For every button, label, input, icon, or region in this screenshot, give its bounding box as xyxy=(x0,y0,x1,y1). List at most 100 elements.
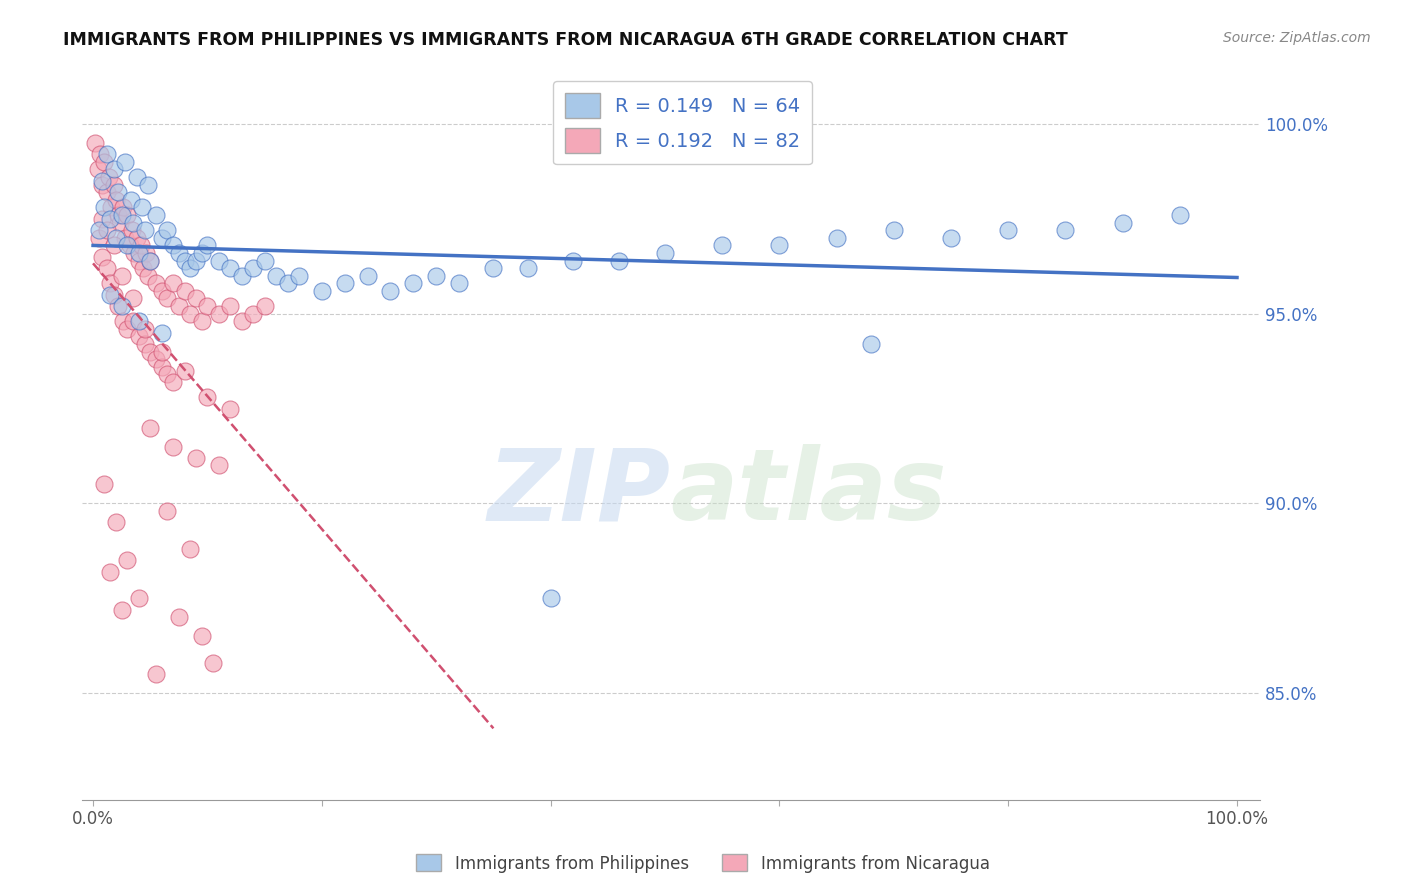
Point xyxy=(156,223,179,237)
Point xyxy=(150,326,173,340)
Point xyxy=(111,603,134,617)
Point xyxy=(184,292,207,306)
Point xyxy=(711,238,734,252)
Point xyxy=(139,420,162,434)
Point xyxy=(117,553,139,567)
Point xyxy=(96,185,118,199)
Point xyxy=(425,268,447,283)
Point xyxy=(197,238,219,252)
Point xyxy=(202,656,225,670)
Point xyxy=(173,284,195,298)
Point xyxy=(122,216,145,230)
Point xyxy=(150,344,173,359)
Point xyxy=(117,322,139,336)
Point xyxy=(93,200,115,214)
Point xyxy=(208,307,231,321)
Point xyxy=(122,314,145,328)
Point xyxy=(219,261,242,276)
Point xyxy=(135,246,157,260)
Point xyxy=(114,154,136,169)
Point xyxy=(449,277,471,291)
Point xyxy=(167,246,190,260)
Point xyxy=(402,277,425,291)
Point xyxy=(145,352,167,367)
Point xyxy=(103,178,125,192)
Point xyxy=(150,284,173,298)
Point xyxy=(89,147,111,161)
Point xyxy=(128,314,150,328)
Point xyxy=(98,277,121,291)
Text: atlas: atlas xyxy=(671,444,948,541)
Point xyxy=(242,307,264,321)
Point xyxy=(125,169,148,184)
Point xyxy=(120,193,142,207)
Point xyxy=(242,261,264,276)
Point xyxy=(128,329,150,343)
Point xyxy=(264,268,287,283)
Point xyxy=(132,261,155,276)
Point xyxy=(134,322,156,336)
Point xyxy=(121,223,143,237)
Point xyxy=(98,169,121,184)
Point xyxy=(104,193,127,207)
Point xyxy=(87,231,110,245)
Point xyxy=(98,565,121,579)
Legend: Immigrants from Philippines, Immigrants from Nicaragua: Immigrants from Philippines, Immigrants … xyxy=(409,847,997,880)
Point xyxy=(103,162,125,177)
Point xyxy=(131,200,153,214)
Point xyxy=(93,154,115,169)
Point xyxy=(231,268,253,283)
Text: Source: ZipAtlas.com: Source: ZipAtlas.com xyxy=(1223,31,1371,45)
Point xyxy=(288,268,311,283)
Point xyxy=(208,458,231,473)
Point xyxy=(111,200,134,214)
Point xyxy=(86,162,108,177)
Point xyxy=(607,253,630,268)
Point xyxy=(107,185,129,199)
Point xyxy=(111,208,134,222)
Point xyxy=(128,253,150,268)
Point xyxy=(139,253,162,268)
Point xyxy=(104,516,127,530)
Point xyxy=(482,261,505,276)
Point xyxy=(167,299,190,313)
Point xyxy=(104,231,127,245)
Point xyxy=(231,314,253,328)
Point xyxy=(111,268,134,283)
Point xyxy=(276,277,298,291)
Point xyxy=(107,299,129,313)
Point xyxy=(333,277,356,291)
Point xyxy=(173,253,195,268)
Point xyxy=(197,390,219,404)
Point xyxy=(111,314,134,328)
Point xyxy=(156,368,179,382)
Point xyxy=(145,667,167,681)
Point xyxy=(184,253,207,268)
Point xyxy=(100,200,122,214)
Point xyxy=(125,231,148,245)
Point xyxy=(98,287,121,301)
Point xyxy=(219,299,242,313)
Point xyxy=(156,504,179,518)
Point xyxy=(516,261,538,276)
Point xyxy=(128,591,150,606)
Point xyxy=(96,223,118,237)
Point xyxy=(253,253,276,268)
Point xyxy=(208,253,231,268)
Point xyxy=(162,440,184,454)
Legend: R = 0.149   N = 64, R = 0.192   N = 82: R = 0.149 N = 64, R = 0.192 N = 82 xyxy=(553,81,813,164)
Point xyxy=(356,268,378,283)
Point xyxy=(91,211,114,226)
Point xyxy=(654,246,676,260)
Point xyxy=(540,591,562,606)
Point xyxy=(883,223,905,237)
Point xyxy=(1168,208,1191,222)
Point xyxy=(184,450,207,465)
Text: IMMIGRANTS FROM PHILIPPINES VS IMMIGRANTS FROM NICARAGUA 6TH GRADE CORRELATION C: IMMIGRANTS FROM PHILIPPINES VS IMMIGRANT… xyxy=(63,31,1069,49)
Point xyxy=(179,261,201,276)
Point xyxy=(136,268,159,283)
Point xyxy=(103,287,125,301)
Point xyxy=(96,261,118,276)
Point xyxy=(145,208,167,222)
Point xyxy=(128,246,150,260)
